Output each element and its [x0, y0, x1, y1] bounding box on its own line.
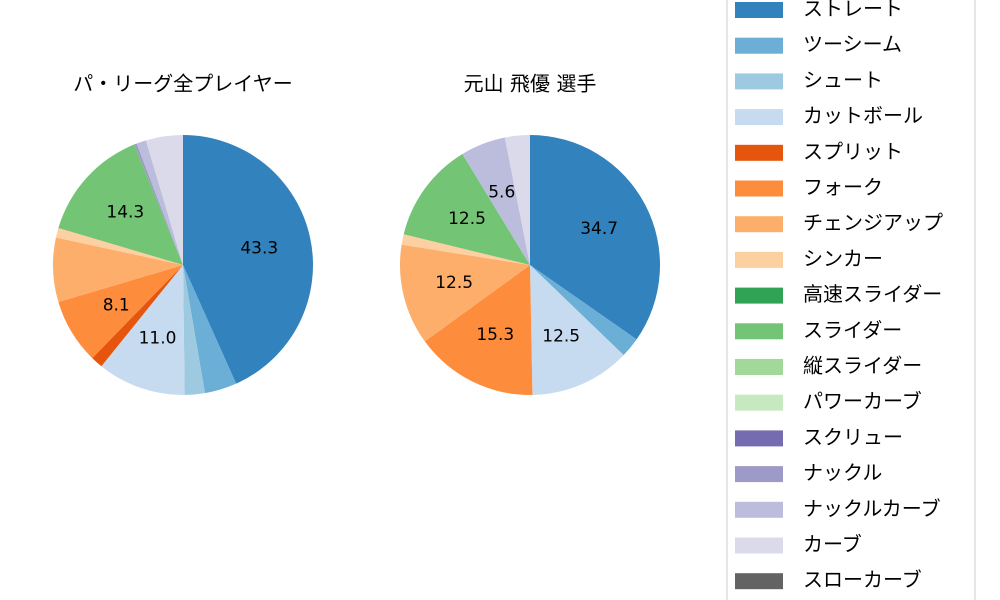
legend-swatch [735, 251, 783, 268]
legend-box [726, 0, 976, 600]
pie-slice [134, 143, 183, 265]
pie-slice [400, 244, 530, 342]
legend-swatch [735, 537, 783, 554]
legend-label: スローカーブ [803, 568, 922, 592]
legend-swatch [735, 466, 783, 483]
pie-slice [183, 135, 313, 384]
legend-label: ツーシーム [803, 32, 902, 56]
legend-label: スライダー [803, 318, 902, 342]
legend-label: シンカー [803, 246, 883, 270]
value-label: 43.3 [240, 239, 278, 259]
pie-slice [424, 265, 533, 395]
value-label: 5.6 [488, 182, 515, 202]
pie-slice [183, 265, 237, 394]
legend-swatch [735, 323, 783, 340]
legend-label: チェンジアップ [803, 211, 943, 235]
legend-label: カットボール [803, 104, 923, 128]
pie-slice [530, 135, 660, 340]
value-label: 8.1 [103, 295, 130, 315]
chart-title: 元山 飛優 選手 [464, 72, 597, 96]
legend-label: 縦スライダー [803, 354, 922, 378]
legend-swatch [735, 180, 783, 197]
value-label: 34.7 [580, 219, 618, 239]
legend-label: ナックルカーブ [803, 496, 941, 520]
legend-label: ストレート [803, 0, 903, 21]
value-label: 15.3 [476, 325, 514, 345]
legend-swatch [735, 73, 783, 90]
value-label: 14.3 [106, 203, 144, 223]
pie-slice [58, 265, 183, 359]
pie-slice [530, 265, 637, 356]
legend-swatch [735, 2, 783, 18]
legend-swatch [735, 359, 783, 375]
value-label: 12.5 [435, 273, 473, 293]
legend-label: フォーク [803, 175, 883, 199]
pie-slice [92, 265, 183, 367]
pie-slice [530, 265, 624, 395]
legend-label: スクリュー [803, 425, 903, 449]
pie-slice [136, 140, 183, 265]
pie-slice [504, 135, 530, 265]
legend-swatch [735, 501, 783, 518]
legend-label: シュート [803, 68, 883, 92]
legend-swatch [735, 144, 783, 161]
legend-label: ナックル [803, 461, 882, 485]
pie-slice [53, 237, 183, 303]
pie-slice [462, 137, 530, 265]
legend-swatch [735, 430, 783, 447]
legend-label: スプリット [803, 139, 903, 163]
legend-swatch [735, 287, 783, 304]
value-label: 12.5 [542, 326, 580, 346]
pie-slice [403, 153, 530, 265]
value-label: 11.0 [139, 329, 177, 349]
chart-title: パ・リーグ全プレイヤー [73, 72, 292, 96]
pie-slice [58, 144, 183, 265]
legend-swatch [735, 216, 783, 233]
legend-swatch [735, 37, 783, 54]
pie-slice [101, 265, 185, 395]
pie-slice [183, 265, 205, 395]
pie-slice [55, 227, 184, 265]
value-label: 12.5 [448, 209, 486, 229]
pie-slice [145, 135, 183, 265]
pie-slice [401, 234, 530, 265]
legend-swatch [735, 573, 783, 590]
legend-label: 高速スライダー [803, 282, 942, 306]
legend-label: カーブ [803, 532, 862, 556]
legend-swatch [735, 394, 783, 411]
legend-label: パワーカーブ [803, 389, 922, 413]
legend-swatch [735, 109, 783, 126]
